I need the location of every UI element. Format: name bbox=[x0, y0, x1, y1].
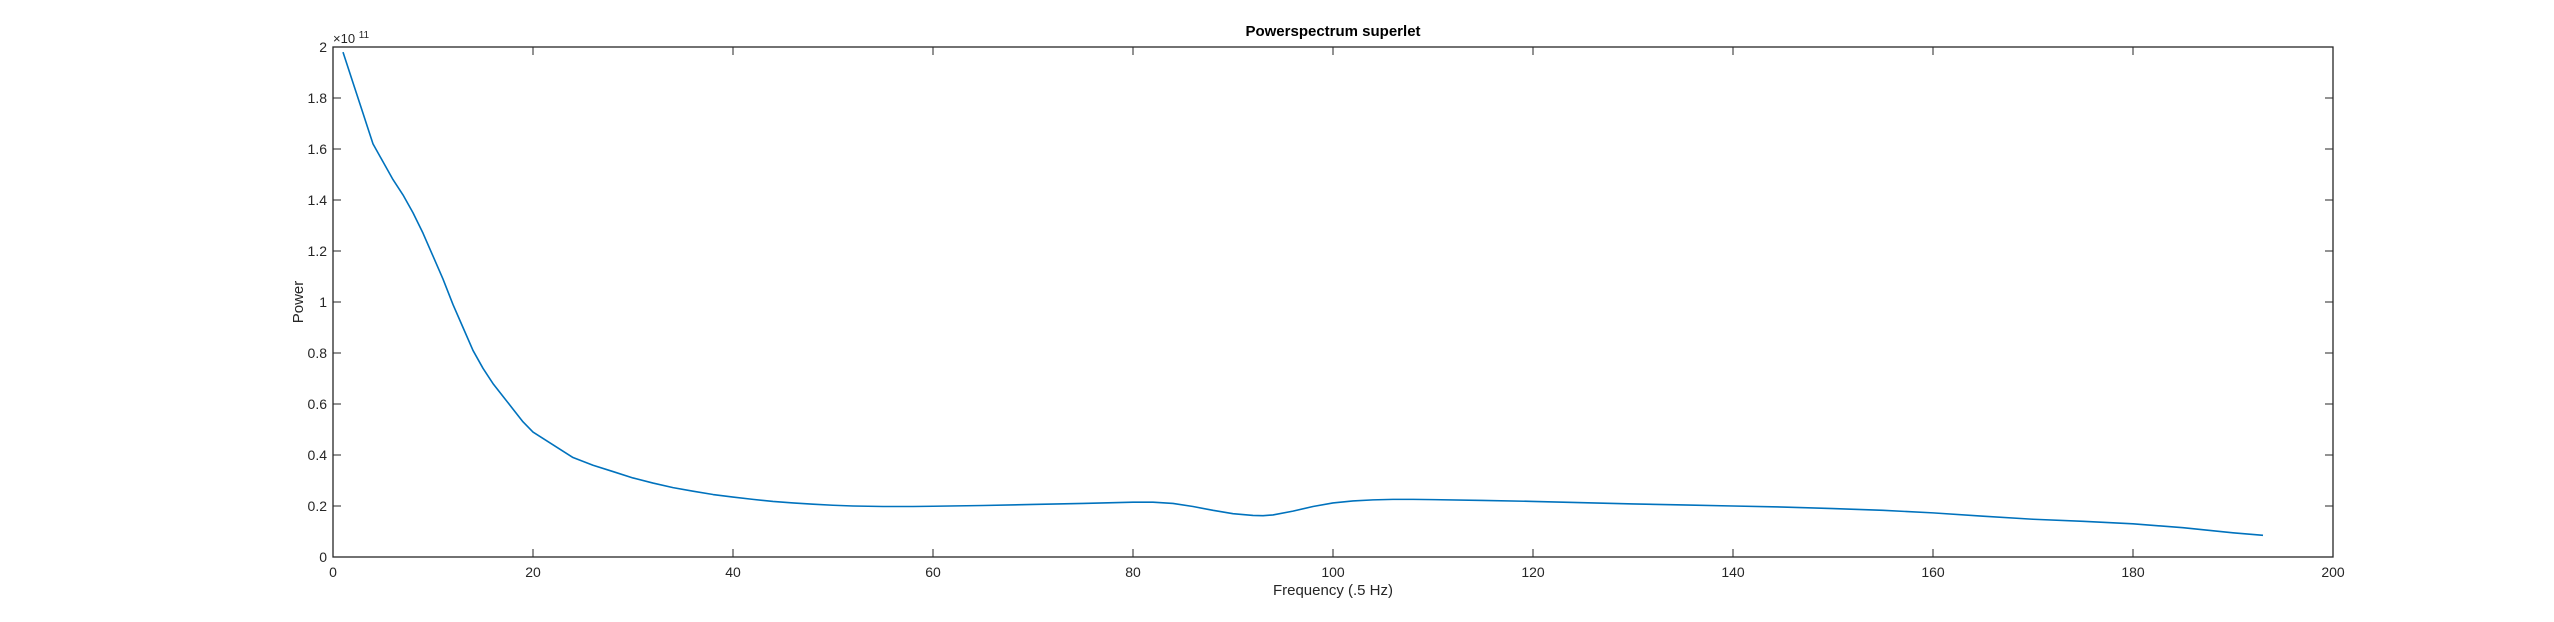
y-tick-label: 1 bbox=[319, 294, 327, 310]
x-tick-label: 180 bbox=[2121, 564, 2145, 580]
x-tick-label: 40 bbox=[725, 564, 741, 580]
y-axis: 0 0.2 0.4 0.6 0.8 1 1.2 1.4 1.6 1.8 2 bbox=[308, 39, 2333, 565]
x-axis-label: Frequency (.5 Hz) bbox=[1273, 582, 1393, 599]
x-tick-label: 20 bbox=[525, 564, 541, 580]
y-tick-label: 0.2 bbox=[308, 498, 328, 514]
x-tick-label: 120 bbox=[1521, 564, 1545, 580]
x-tick-label: 80 bbox=[1125, 564, 1141, 580]
y-tick-label: 0.6 bbox=[308, 396, 328, 412]
chart-title: Powerspectrum superlet bbox=[1245, 23, 1420, 40]
x-tick-label: 100 bbox=[1321, 564, 1345, 580]
plot-area: 0 20 40 60 80 100 120 140 160 180 200 0 0.2 0.4 0.6 0.… bbox=[308, 39, 2345, 580]
power-spectrum-line bbox=[342, 51, 2264, 537]
y-tick-label: 0.8 bbox=[308, 345, 328, 361]
y-axis-exponent-power: 11 bbox=[359, 30, 370, 41]
y-tick-label: 1.4 bbox=[308, 192, 328, 208]
y-tick-label: 0 bbox=[319, 549, 327, 565]
x-tick-label: 160 bbox=[1921, 564, 1945, 580]
y-tick-label: 1.6 bbox=[308, 141, 328, 157]
y-axis-label: Power bbox=[290, 281, 307, 324]
x-tick-label: 0 bbox=[329, 564, 337, 580]
y-axis-exponent: ×10 11 bbox=[333, 30, 370, 46]
x-tick-label: 60 bbox=[925, 564, 941, 580]
x-axis: 0 20 40 60 80 100 120 140 160 180 200 bbox=[329, 47, 2345, 580]
x-tick-label: 200 bbox=[2321, 564, 2345, 580]
y-tick-label: 1.2 bbox=[308, 243, 328, 259]
axes-box bbox=[332, 46, 2334, 558]
x-tick-label: 140 bbox=[1721, 564, 1745, 580]
y-axis-exponent-base: ×10 bbox=[333, 31, 355, 46]
y-tick-label: 2 bbox=[319, 39, 327, 55]
y-tick-label: 0.4 bbox=[308, 447, 328, 463]
y-tick-label: 1.8 bbox=[308, 90, 328, 106]
